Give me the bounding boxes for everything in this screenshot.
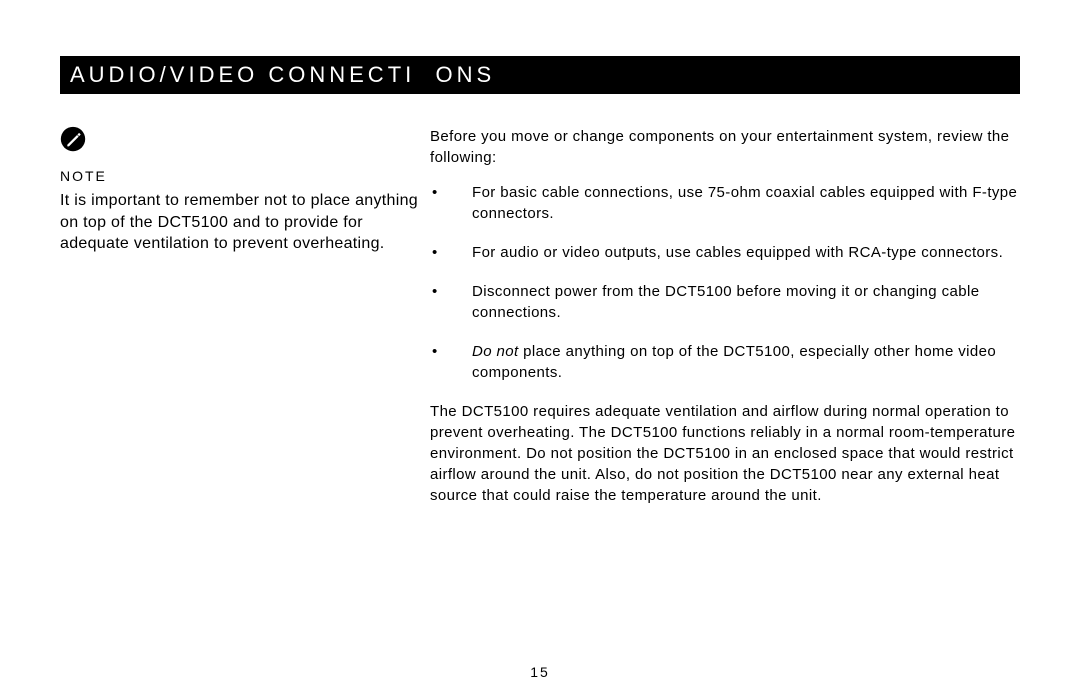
list-item: • Disconnect power from the DCT5100 befo…: [430, 281, 1020, 323]
pencil-icon: [60, 126, 86, 152]
bullet-text: For audio or video outputs, use cables e…: [472, 242, 1020, 263]
section-header: AUDIO/VIDEO CONNECTI ONS: [60, 56, 1020, 94]
main-column: Before you move or change components on …: [430, 126, 1020, 506]
page-number: 15: [0, 664, 1080, 680]
list-item: • Do not place anything on top of the DC…: [430, 341, 1020, 383]
note-body: It is important to remember not to place…: [60, 190, 420, 255]
list-item: • For audio or video outputs, use cables…: [430, 242, 1020, 263]
bullet-dot: •: [430, 242, 472, 263]
document-page: AUDIO/VIDEO CONNECTI ONS NOTE It is impo…: [0, 0, 1080, 698]
intro-text: Before you move or change components on …: [430, 126, 1020, 168]
note-column: NOTE It is important to remember not to …: [60, 126, 430, 506]
bullet-dot: •: [430, 281, 472, 323]
bullet-dot: •: [430, 341, 472, 383]
bullet-text: Disconnect power from the DCT5100 before…: [472, 281, 1020, 323]
content-row: NOTE It is important to remember not to …: [60, 126, 1020, 506]
bullet-text: Do not place anything on top of the DCT5…: [472, 341, 1020, 383]
note-label: NOTE: [60, 168, 420, 184]
bullet-text: For basic cable connections, use 75-ohm …: [472, 182, 1020, 224]
bullet-dot: •: [430, 182, 472, 224]
trailing-paragraph: The DCT5100 requires adequate ventilatio…: [430, 401, 1020, 506]
list-item: • For basic cable connections, use 75-oh…: [430, 182, 1020, 224]
bullet-list: • For basic cable connections, use 75-oh…: [430, 182, 1020, 383]
bullet-rest: place anything on top of the DCT5100, es…: [472, 343, 996, 381]
emphasis: Do not: [472, 343, 519, 360]
